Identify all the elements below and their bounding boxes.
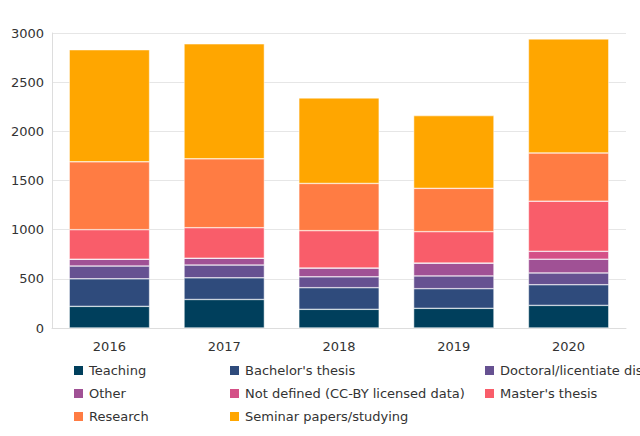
svg-text:3000: 3000 [11,26,44,41]
svg-text:2017: 2017 [208,339,241,354]
svg-text:2019: 2019 [437,339,470,354]
svg-text:2000: 2000 [11,124,44,139]
svg-text:Master's thesis: Master's thesis [500,386,598,401]
svg-text:Research: Research [89,409,149,424]
svg-text:2018: 2018 [322,339,355,354]
svg-text:Seminar papers/studying: Seminar papers/studying [245,409,408,424]
svg-text:0: 0 [36,321,44,336]
svg-text:2020: 2020 [552,339,585,354]
svg-text:1000: 1000 [11,222,44,237]
svg-text:Other: Other [89,386,127,401]
svg-text:2500: 2500 [11,75,44,90]
svg-text:Doctoral/licentiate dissertati: Doctoral/licentiate dissertation [500,363,640,378]
svg-text:1500: 1500 [11,173,44,188]
svg-text:Not defined (CC-BY licensed da: Not defined (CC-BY licensed data) [245,386,465,401]
svg-text:Bachelor's thesis: Bachelor's thesis [245,363,355,378]
svg-text:2016: 2016 [93,339,126,354]
svg-text:Teaching: Teaching [88,363,146,378]
svg-text:500: 500 [19,271,44,286]
